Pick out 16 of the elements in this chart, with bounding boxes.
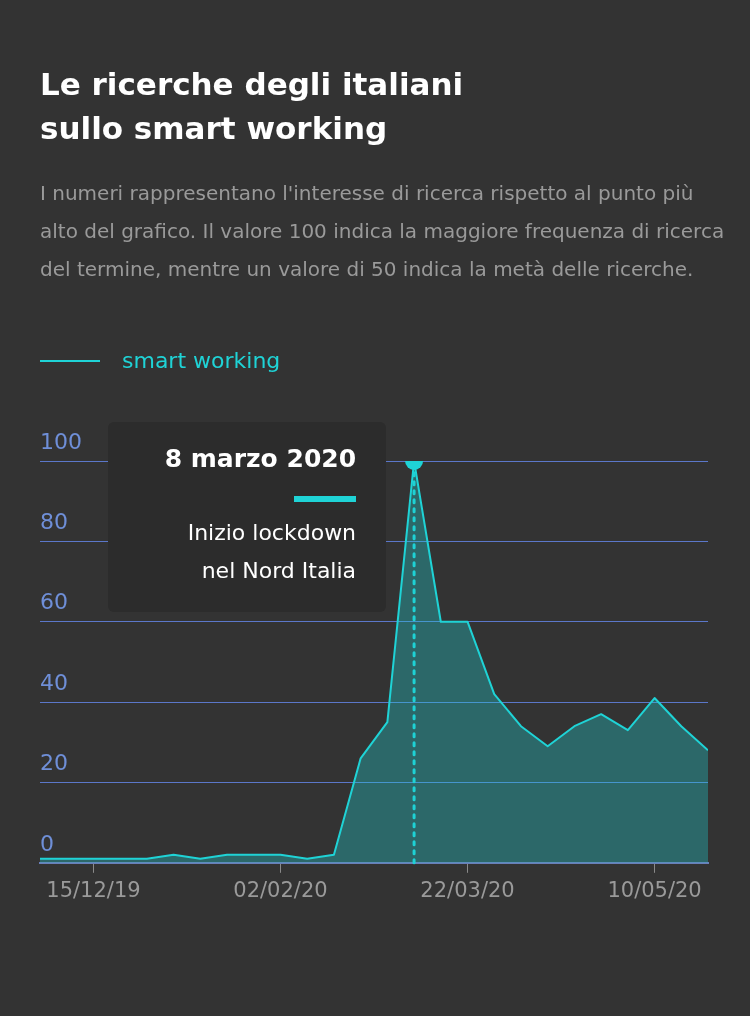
callout-box: 8 marzo 2020 Inizio lockdown nel Nord Italia [108, 422, 387, 612]
y-tick-label: 40 [40, 669, 68, 695]
chart-subtitle: I numeri rappresentano l'interesse di ricerca rispetto al punto più alto del grafico. Il valore 100 indica la maggiore frequenza di ricerca del termine, mentre un valore di 50 indica la metà delle ricerche. [40, 180, 726, 283]
annotation: 8 marzo 2020 [164, 444, 357, 473]
x-tick-label: 10/05/20 [607, 877, 702, 902]
x-tick-label: 22/03/20 [420, 877, 515, 902]
y-tick-label: 80 [40, 509, 68, 535]
y-tick-label: 0 [40, 830, 54, 856]
y-tick-label: 100 [40, 428, 82, 454]
y-tick-label: 60 [40, 589, 68, 615]
chart-title: Le ricerche degli italiani sullo smart working [40, 65, 465, 148]
legend-label: smart working [122, 348, 281, 373]
y-tick-label: 20 [40, 750, 68, 776]
x-tick-label: 02/02/20 [233, 877, 328, 902]
x-tick-label: 15/12/19 [46, 877, 141, 902]
annotation: Inizio lockdown nel Nord Italia [186, 519, 357, 585]
